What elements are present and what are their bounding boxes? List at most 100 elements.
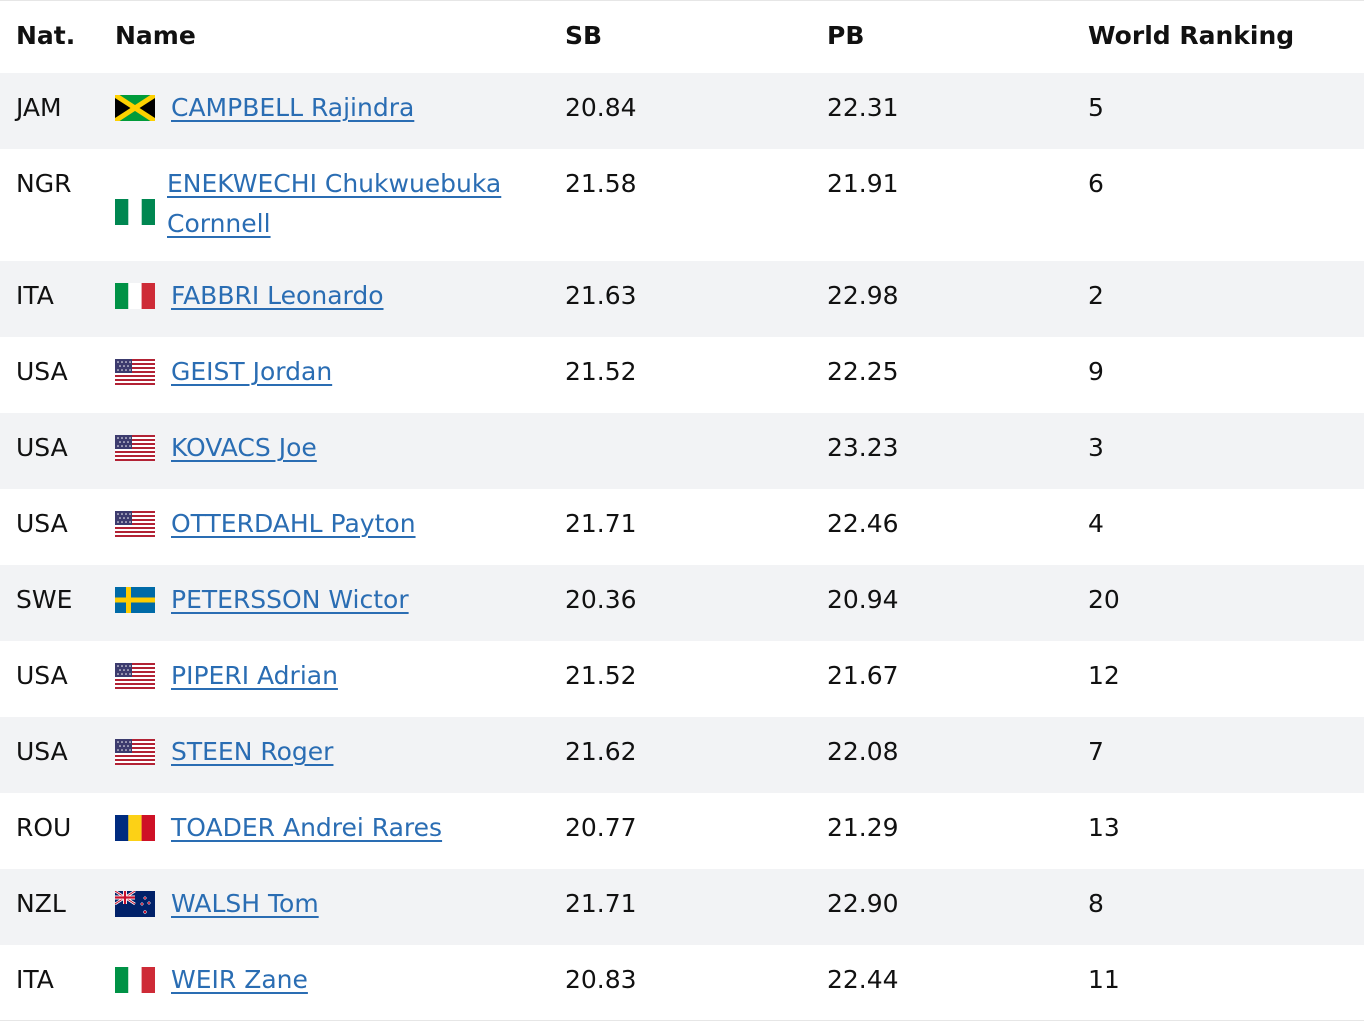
header-world-ranking[interactable]: World Ranking — [1088, 21, 1295, 50]
new-zealand-flag-icon — [115, 891, 155, 917]
athlete-name-link[interactable]: ENEKWECHI Chukwuebuka Cornnell — [167, 169, 502, 238]
table-row: NZL WALSH Tom 21.71 22.90 8 — [0, 869, 1364, 945]
usa-flag-icon — [115, 739, 155, 765]
world-ranking: 2 — [1088, 281, 1104, 310]
world-ranking: 6 — [1088, 169, 1104, 198]
italy-flag-icon — [115, 967, 155, 993]
nat-code: ITA — [16, 965, 54, 994]
personal-best: 22.90 — [827, 889, 899, 918]
world-ranking: 12 — [1088, 661, 1120, 690]
season-best: 21.58 — [565, 169, 637, 198]
nat-code: ROU — [16, 813, 72, 842]
nat-code: USA — [16, 433, 68, 462]
table-row: ROU TOADER Andrei Rares 20.77 21.29 13 — [0, 793, 1364, 869]
table-row: JAM CAMPBELL Rajindra 20.84 22.31 5 — [0, 73, 1364, 149]
season-best: 20.83 — [565, 965, 637, 994]
nat-code: JAM — [16, 93, 62, 122]
usa-flag-icon — [115, 359, 155, 385]
athlete-name-cell: CAMPBELL Rajindra — [115, 88, 565, 128]
table-row: SWE PETERSSON Wictor 20.36 20.94 20 — [0, 565, 1364, 641]
season-best: 21.71 — [565, 889, 637, 918]
athlete-name-cell: OTTERDAHL Payton — [115, 504, 565, 544]
personal-best: 23.23 — [827, 433, 899, 462]
athlete-name-cell: PIPERI Adrian — [115, 656, 565, 696]
season-best: 20.77 — [565, 813, 637, 842]
table-row: ITA FABBRI Leonardo 21.63 22.98 2 — [0, 261, 1364, 337]
athlete-name-link[interactable]: PIPERI Adrian — [171, 661, 338, 690]
season-best: 21.71 — [565, 509, 637, 538]
season-best: 20.36 — [565, 585, 637, 614]
nat-code: SWE — [16, 585, 73, 614]
athlete-name-cell: WEIR Zane — [115, 960, 565, 1000]
athlete-name-link[interactable]: TOADER Andrei Rares — [171, 813, 443, 842]
nat-code: ITA — [16, 281, 54, 310]
world-ranking: 11 — [1088, 965, 1120, 994]
world-ranking: 5 — [1088, 93, 1104, 122]
romania-flag-icon — [115, 815, 155, 841]
nat-code: USA — [16, 661, 68, 690]
athlete-name-cell: ENEKWECHI Chukwuebuka Cornnell — [115, 164, 565, 244]
header-sb[interactable]: SB — [565, 21, 603, 50]
personal-best: 20.94 — [827, 585, 899, 614]
athlete-name-cell: FABBRI Leonardo — [115, 276, 565, 316]
world-ranking: 9 — [1088, 357, 1104, 386]
usa-flag-icon — [115, 663, 155, 689]
personal-best: 22.98 — [827, 281, 899, 310]
athlete-name-link[interactable]: GEIST Jordan — [171, 357, 333, 386]
world-ranking: 3 — [1088, 433, 1104, 462]
table-row: USA KOVACS Joe 23.23 3 — [0, 413, 1364, 489]
world-ranking: 4 — [1088, 509, 1104, 538]
nat-code: USA — [16, 737, 68, 766]
athlete-name-cell: WALSH Tom — [115, 884, 565, 924]
athlete-name-link[interactable]: PETERSSON Wictor — [171, 585, 409, 614]
personal-best: 22.25 — [827, 357, 899, 386]
personal-best: 22.44 — [827, 965, 899, 994]
jamaica-flag-icon — [115, 95, 155, 121]
personal-best: 21.67 — [827, 661, 899, 690]
table-row: NGR ENEKWECHI Chukwuebuka Cornnell 21.58 21… — [0, 149, 1364, 261]
personal-best: 22.08 — [827, 737, 899, 766]
table-row: USA STEEN Roger 21.62 22.08 7 — [0, 717, 1364, 793]
world-ranking: 8 — [1088, 889, 1104, 918]
athlete-name-link[interactable]: OTTERDAHL Payton — [171, 509, 416, 538]
table-header-row: Nat. Name SB PB World Ranking — [0, 1, 1364, 73]
nat-code: USA — [16, 509, 68, 538]
nat-code: NZL — [16, 889, 66, 918]
season-best: 20.84 — [565, 93, 637, 122]
header-nat[interactable]: Nat. — [16, 21, 76, 50]
personal-best: 22.46 — [827, 509, 899, 538]
athlete-name-cell: STEEN Roger — [115, 732, 565, 772]
athlete-name-cell: GEIST Jordan — [115, 352, 565, 392]
athlete-name-link[interactable]: WALSH Tom — [171, 889, 319, 918]
usa-flag-icon — [115, 435, 155, 461]
season-best: 21.52 — [565, 661, 637, 690]
table-row: USA GEIST Jordan 21.52 22.25 9 — [0, 337, 1364, 413]
personal-best: 21.29 — [827, 813, 899, 842]
world-ranking: 20 — [1088, 585, 1120, 614]
athlete-name-link[interactable]: STEEN Roger — [171, 737, 334, 766]
header-pb[interactable]: PB — [827, 21, 865, 50]
season-best: 21.62 — [565, 737, 637, 766]
athlete-name-cell: PETERSSON Wictor — [115, 580, 565, 620]
season-best: 21.63 — [565, 281, 637, 310]
sweden-flag-icon — [115, 587, 155, 613]
nat-code: USA — [16, 357, 68, 386]
table-row: USA PIPERI Adrian 21.52 21.67 12 — [0, 641, 1364, 717]
personal-best: 22.31 — [827, 93, 899, 122]
italy-flag-icon — [115, 283, 155, 309]
world-ranking: 13 — [1088, 813, 1120, 842]
athlete-name-cell: KOVACS Joe — [115, 428, 565, 468]
athlete-name-link[interactable]: WEIR Zane — [171, 965, 308, 994]
athlete-name-link[interactable]: FABBRI Leonardo — [171, 281, 384, 310]
athlete-name-cell: TOADER Andrei Rares — [115, 808, 565, 848]
nigeria-flag-icon — [115, 199, 155, 225]
usa-flag-icon — [115, 511, 155, 537]
world-ranking: 7 — [1088, 737, 1104, 766]
athlete-name-link[interactable]: CAMPBELL Rajindra — [171, 93, 415, 122]
header-name[interactable]: Name — [115, 21, 196, 50]
table-row: USA OTTERDAHL Payton 21.71 22.46 4 — [0, 489, 1364, 565]
season-best: 21.52 — [565, 357, 637, 386]
athlete-name-link[interactable]: KOVACS Joe — [171, 433, 317, 462]
nat-code: NGR — [16, 169, 72, 198]
